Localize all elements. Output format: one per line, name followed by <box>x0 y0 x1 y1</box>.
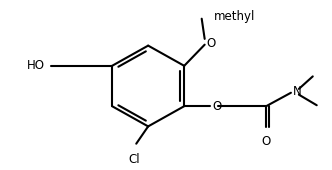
Text: Cl: Cl <box>128 153 140 166</box>
Text: O: O <box>212 100 222 113</box>
Text: O: O <box>207 37 216 50</box>
Text: methyl: methyl <box>213 10 255 23</box>
Text: O: O <box>262 135 271 148</box>
Text: N: N <box>293 85 302 98</box>
Text: HO: HO <box>27 59 45 72</box>
